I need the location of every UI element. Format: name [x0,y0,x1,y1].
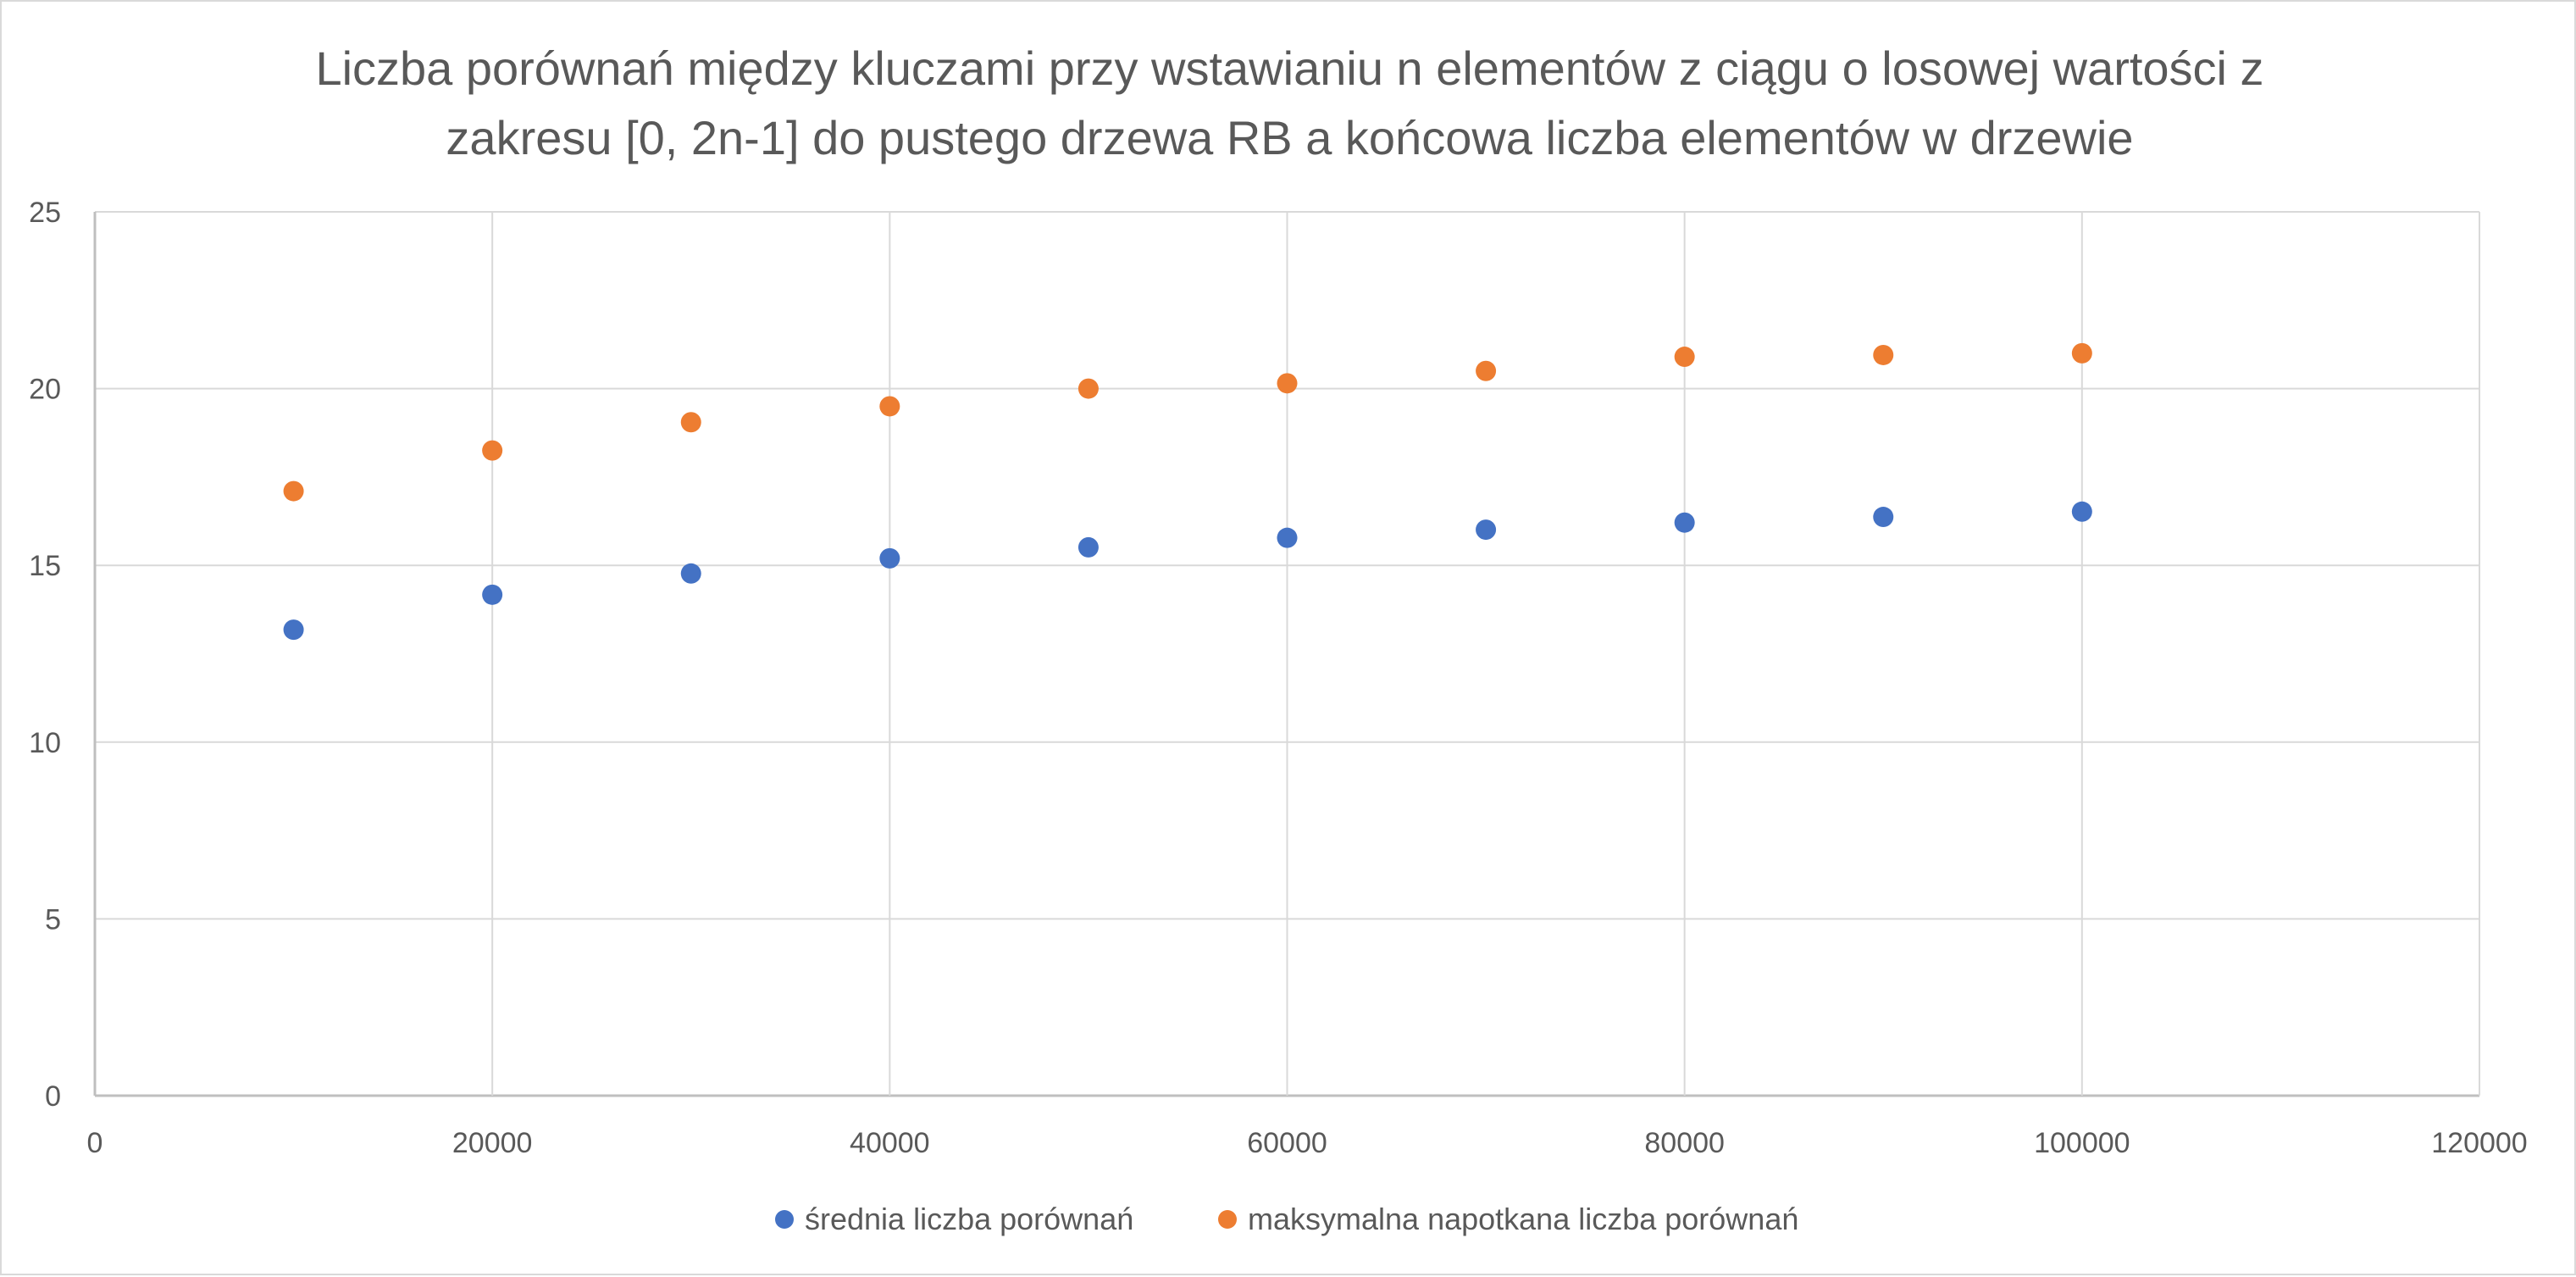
data-point-series-2 [1674,347,1695,368]
x-tick-label: 60000 [1247,1127,1327,1159]
data-point-series-2 [1277,373,1298,394]
data-point-series-2 [1476,360,1497,381]
data-point-series-1 [1277,527,1298,548]
y-tick-label: 25 [29,197,61,229]
data-point-series-1 [283,619,304,641]
y-tick-label: 20 [29,374,61,406]
x-tick-label: 20000 [452,1127,533,1159]
x-tick-label: 40000 [850,1127,930,1159]
data-point-series-2 [879,396,900,417]
data-point-series-2 [1077,378,1099,399]
x-tick-label: 100000 [2034,1127,2130,1159]
x-tick-label: 120000 [2431,1127,2527,1159]
data-point-series-2 [482,440,503,461]
data-point-series-1 [1674,512,1695,533]
data-point-series-1 [680,563,701,584]
chart-title: Liczba porównań między kluczami przy wst… [2,34,2576,173]
legend-label-series-2: maksymalna napotkana liczba porównań [1248,1202,1798,1236]
x-tick-label: 80000 [1644,1127,1725,1159]
data-point-series-1 [1476,519,1497,541]
data-point-series-1 [879,547,900,569]
legend-marker-series-1 [775,1210,794,1229]
chart-title-line-1: Liczba porównań między kluczami przy wst… [315,42,2264,95]
legend-label-series-1: średnia liczba porównań [805,1202,1133,1236]
data-point-series-2 [680,412,701,433]
data-point-series-2 [283,480,304,502]
data-point-series-1 [482,584,503,605]
data-point-series-2 [2071,342,2092,364]
y-tick-label: 10 [29,727,61,759]
data-point-series-1 [1873,507,1894,528]
chart-title-line-2: zakresu [0, 2n-1] do pustego drzewa RB a… [446,111,2134,164]
y-tick-label: 5 [45,903,61,936]
y-tick-label: 15 [29,550,61,582]
y-tick-label: 0 [45,1080,61,1113]
data-point-series-1 [2071,501,2092,522]
data-point-series-1 [1077,536,1099,558]
x-tick-label: 0 [87,1127,103,1159]
legend-marker-series-2 [1218,1210,1237,1229]
data-point-series-2 [1873,344,1894,365]
